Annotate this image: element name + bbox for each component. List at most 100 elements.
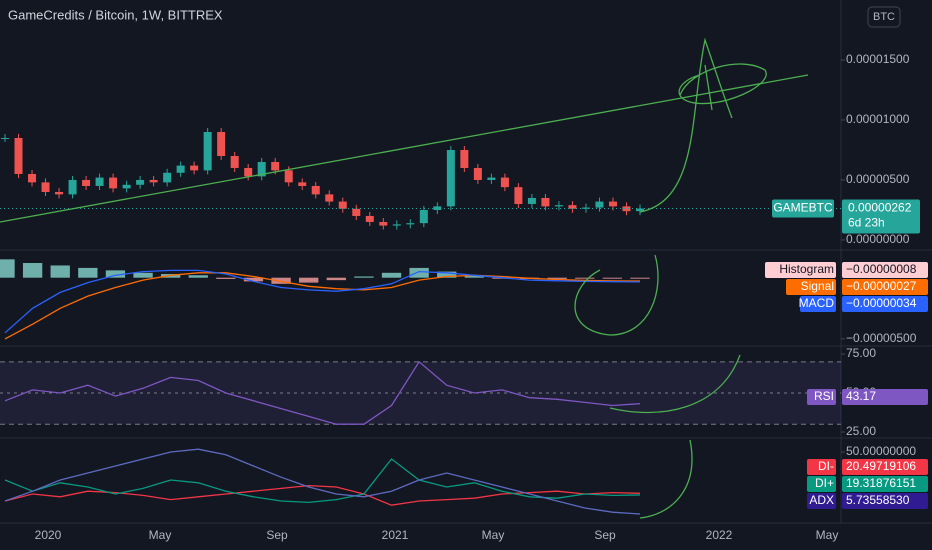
- candle: [568, 205, 577, 209]
- candle: [149, 179, 158, 183]
- doodle: [704, 64, 713, 111]
- histogram-bar: [354, 276, 374, 278]
- candle: [1, 137, 9, 139]
- candle: [541, 197, 550, 207]
- legend-value-box: [842, 262, 928, 278]
- y-tick-label: 0.00000000: [846, 232, 910, 246]
- x-tick-label: 2021: [382, 528, 409, 542]
- legend-value: −0.00000034: [846, 296, 917, 310]
- histogram-bar: [630, 277, 650, 279]
- candle: [419, 209, 428, 224]
- candle: [271, 161, 280, 171]
- candle: [257, 161, 266, 177]
- candle: [527, 197, 536, 204]
- y-tick-label: 75.00: [846, 346, 876, 360]
- x-tick-label: May: [482, 528, 505, 542]
- histogram-bar: [50, 265, 70, 278]
- legend-name: Histogram: [779, 262, 834, 276]
- candle: [28, 173, 37, 183]
- legend-value: −0.00000008: [846, 262, 917, 276]
- candle: [176, 165, 185, 173]
- histogram-bar: [464, 275, 485, 278]
- candle: [514, 187, 523, 204]
- histogram-bar: [0, 259, 15, 278]
- candle: [500, 177, 509, 188]
- candle: [581, 207, 590, 209]
- y-tick-label: 0.00000500: [846, 172, 910, 186]
- candle: [636, 208, 644, 212]
- candle: [217, 131, 226, 156]
- doodle: [639, 439, 693, 519]
- legend-value: 19.31876151: [846, 476, 916, 490]
- doodle: [678, 63, 767, 105]
- chart-title: GameCredits / Bitcoin, 1W, BITTREX: [8, 7, 223, 22]
- candle: [608, 201, 617, 207]
- symbol-label: GAMEBTC: [773, 201, 833, 215]
- y-tick-label: 0.00001000: [846, 112, 910, 126]
- histogram-bar: [22, 263, 43, 278]
- indicator-line: [4, 448, 641, 515]
- candle: [244, 167, 253, 177]
- candle: [230, 155, 239, 168]
- histogram-bar: [133, 272, 153, 278]
- y-tick-label: 25.00: [846, 424, 876, 438]
- y-tick-label: 0.00001500: [846, 52, 910, 66]
- legend-value-box: [842, 476, 928, 492]
- candle: [487, 177, 496, 180]
- legend-name: DI-: [818, 459, 834, 473]
- candle: [55, 191, 64, 195]
- histogram-bar: [381, 272, 402, 278]
- legend-name: ADX: [809, 493, 834, 507]
- legend-name: RSI: [814, 389, 834, 403]
- candle: [298, 182, 307, 186]
- x-tick-label: May: [149, 528, 172, 542]
- price-box: [842, 199, 920, 234]
- doodle: [574, 254, 659, 336]
- x-tick-label: May: [816, 528, 839, 542]
- candle: [473, 167, 482, 180]
- candle: [392, 224, 401, 226]
- x-tick-label: Sep: [594, 528, 616, 542]
- legend-value-box: [842, 493, 928, 509]
- candle: [352, 208, 361, 216]
- legend-value-box: [842, 459, 928, 475]
- y-tick-label: 50.00000000: [846, 444, 916, 458]
- histogram-bar: [547, 277, 567, 279]
- candle: [14, 137, 23, 174]
- legend-name-box: [807, 493, 836, 509]
- trend-line: [0, 74, 809, 223]
- histogram-bar: [105, 270, 126, 278]
- candle: [163, 172, 172, 183]
- currency-button[interactable]: [867, 6, 901, 28]
- candle: [365, 215, 374, 222]
- histogram-bar: [437, 271, 457, 278]
- candle: [190, 165, 199, 171]
- price-label: 0.00000262: [848, 201, 912, 215]
- candle: [622, 206, 631, 212]
- histogram-bar: [299, 277, 319, 283]
- legend-name-box: [807, 459, 836, 475]
- histogram-bar: [409, 267, 429, 278]
- candle: [406, 223, 415, 225]
- candle: [595, 201, 604, 208]
- histogram-bar: [575, 277, 595, 279]
- candle: [311, 185, 320, 195]
- candle: [136, 179, 145, 185]
- legend-name-box: [800, 296, 836, 312]
- symbol-box: [772, 199, 834, 218]
- doodle: [609, 354, 741, 414]
- marks: 2020 May Sep 2021 May Sep 2022 May 0.00001500 0.0…: [0, 52, 928, 542]
- candle: [379, 221, 388, 226]
- histogram-bar: [188, 275, 208, 278]
- drawings: [0, 37, 809, 519]
- histogram-bar: [78, 267, 98, 278]
- x-tick-label: 2020: [35, 528, 62, 542]
- histogram-bar: [243, 277, 264, 282]
- histogram-bar: [326, 277, 346, 281]
- legend-value-box: [842, 389, 928, 405]
- legend-name: Signal: [801, 279, 834, 293]
- legend-value: 20.49719106: [846, 459, 916, 473]
- legend-name-box: [786, 279, 836, 295]
- legend-value-box: [842, 279, 928, 295]
